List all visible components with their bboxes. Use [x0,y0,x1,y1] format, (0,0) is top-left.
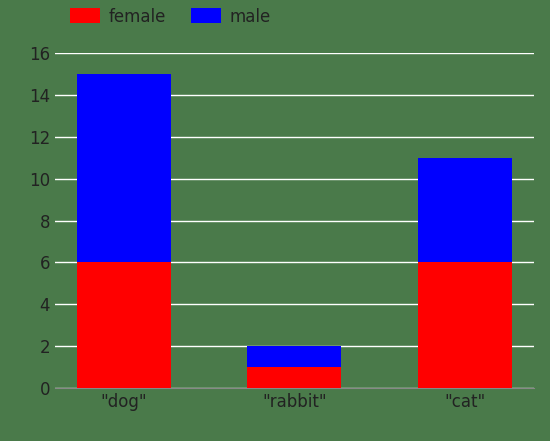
Bar [248,346,341,367]
Bar [77,74,170,262]
Bar [77,262,170,388]
Bar [418,158,512,262]
Bar [248,367,341,388]
Bar [418,262,512,388]
Legend: female, male: female, male [63,1,277,32]
